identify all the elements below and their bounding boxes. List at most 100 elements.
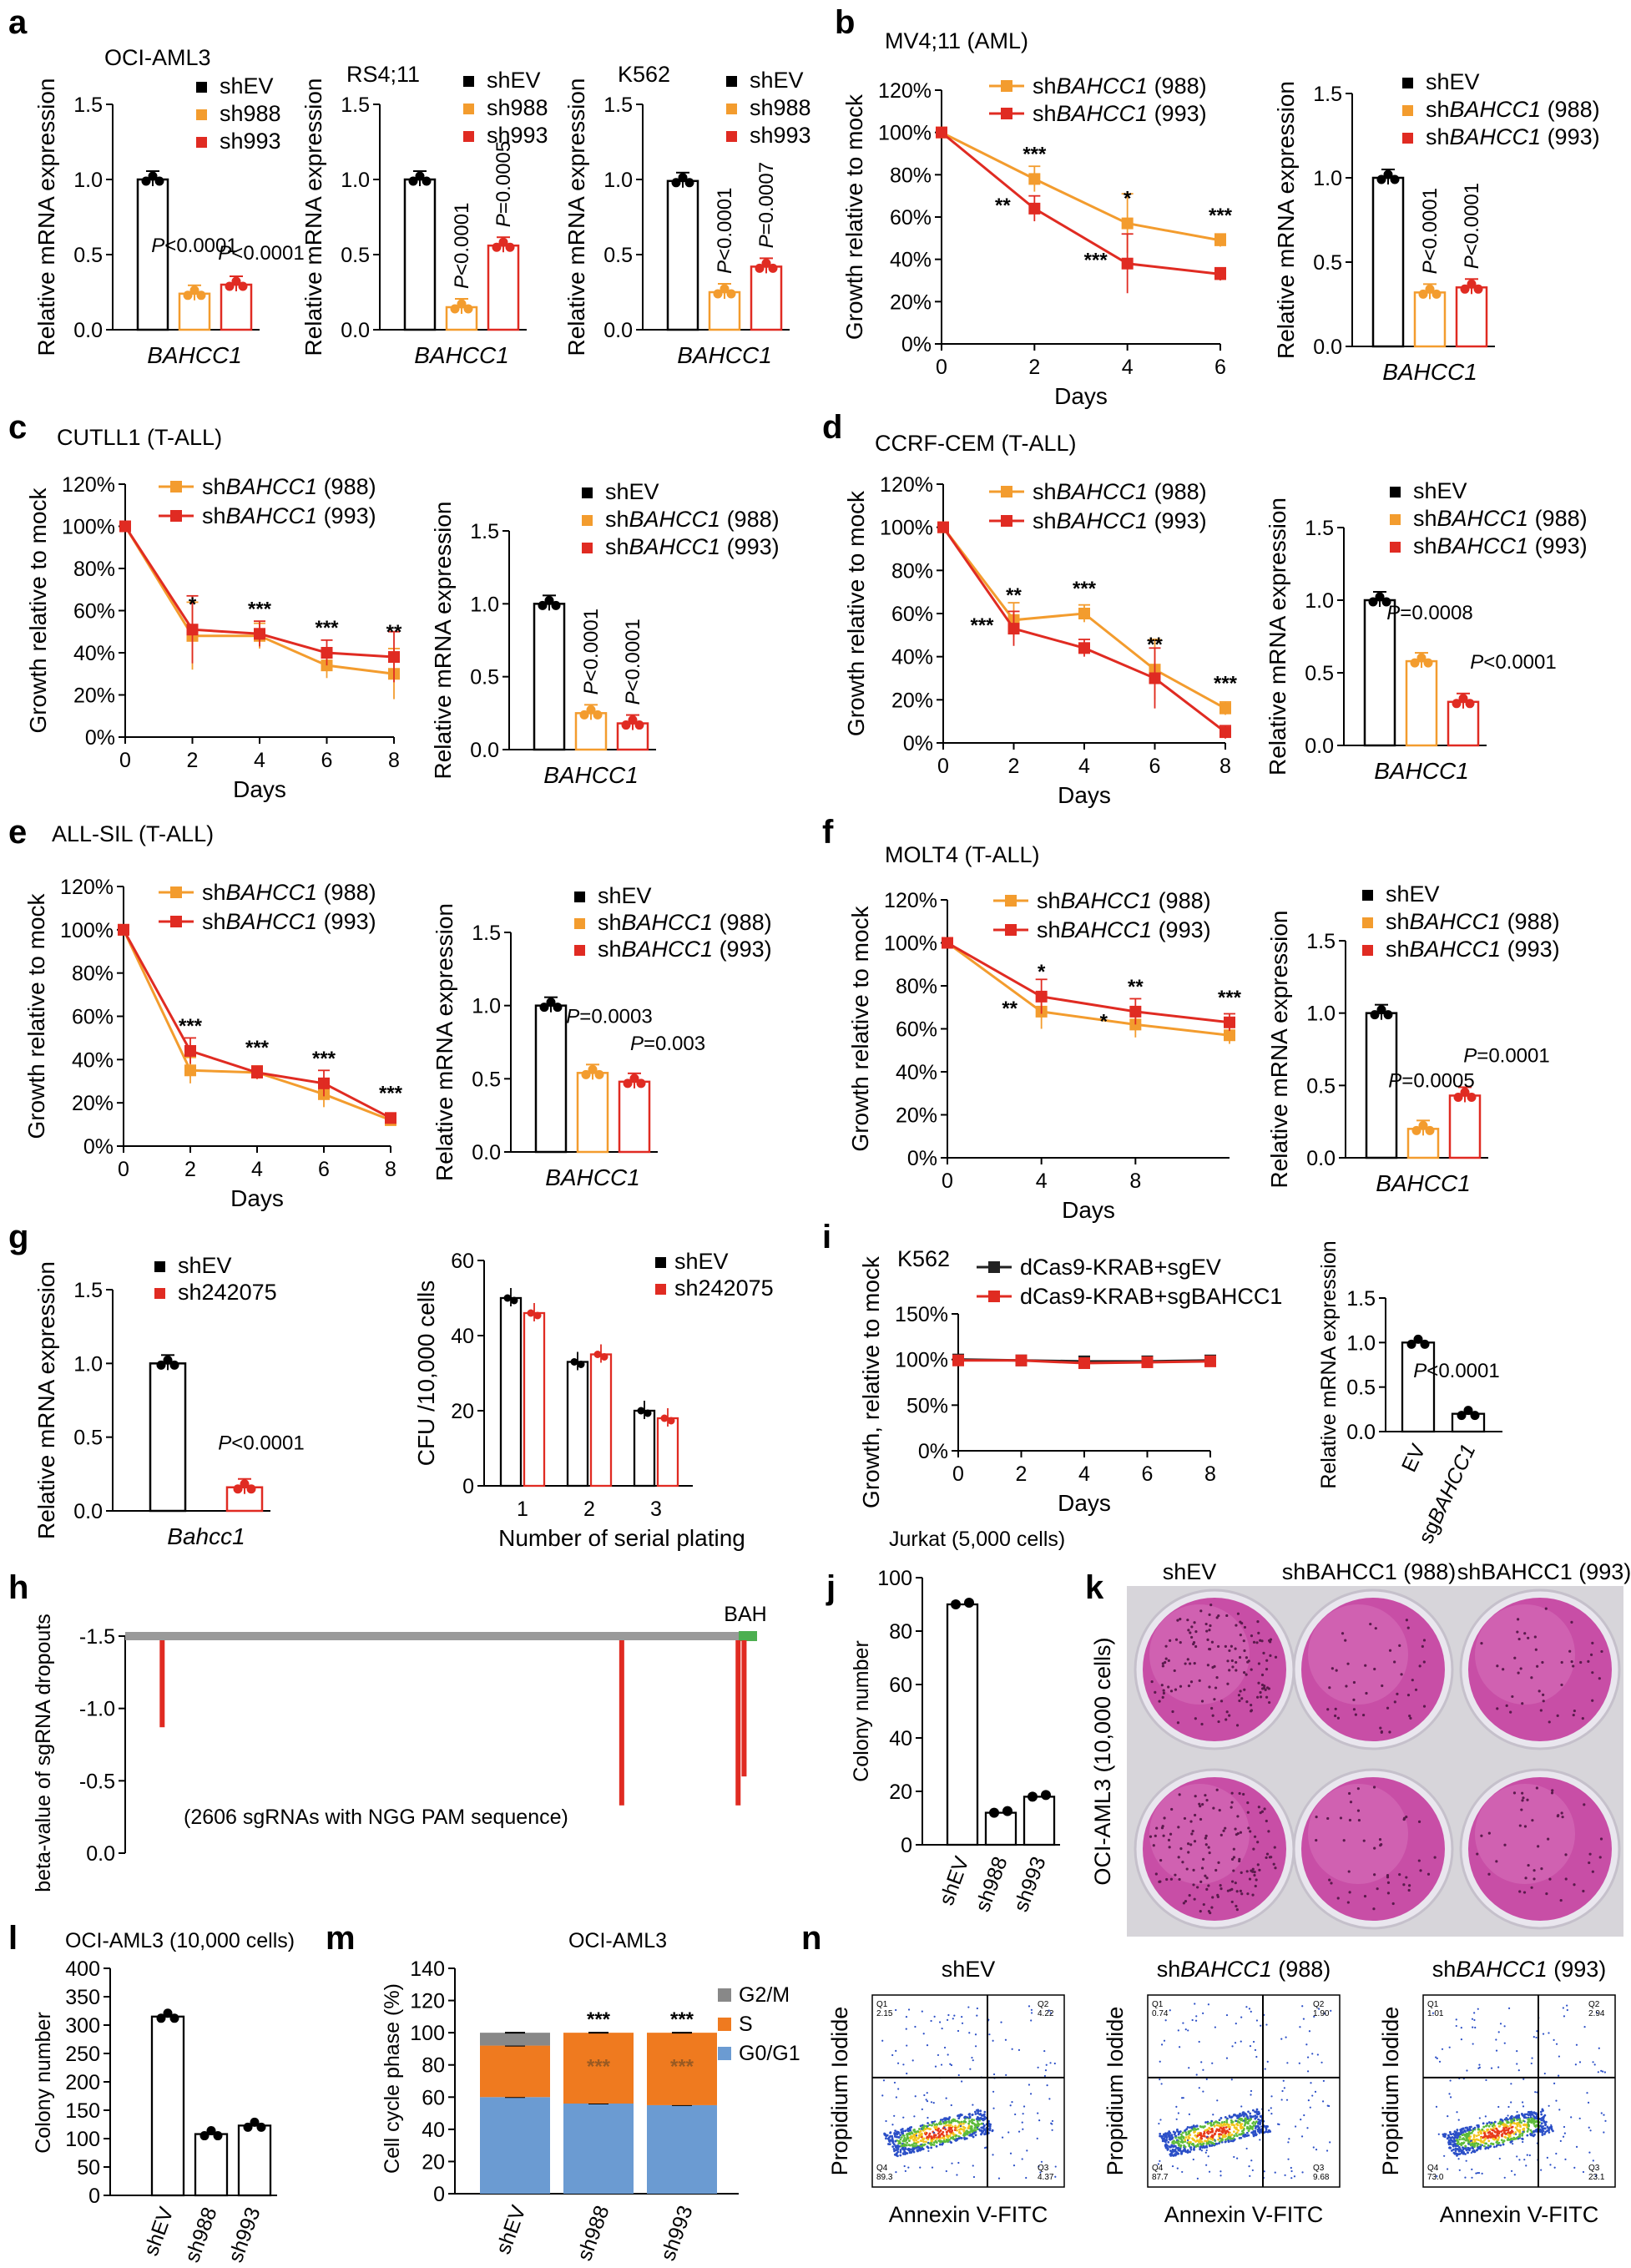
l-y-tick-label: 300: [65, 2014, 100, 2038]
a3-legend-label: shEV: [750, 68, 804, 93]
colony-dot: [1352, 1680, 1356, 1685]
f_bar-legend-swatch: [1362, 890, 1373, 901]
flow-event: [1495, 2145, 1497, 2148]
colony-dot: [1253, 1873, 1256, 1877]
colony-dot: [1201, 1802, 1204, 1806]
tspan: =0.0005: [1401, 1069, 1474, 1092]
flow-q4: Q4: [1152, 2164, 1164, 2173]
tspan: sh: [1033, 73, 1057, 98]
flow-event: [1009, 2104, 1012, 2107]
flow-event: [944, 2128, 947, 2131]
flow-event: [1473, 2012, 1476, 2014]
flow-event: [1177, 2130, 1180, 2134]
flow-event: [1186, 2151, 1189, 2154]
colony-dot: [1178, 1877, 1181, 1882]
colony-dot: [1348, 1818, 1352, 1822]
tspan-italic: P: [492, 214, 515, 227]
l-y-tick-label: 400: [65, 1957, 100, 1981]
j-dot: [1041, 1790, 1051, 1801]
flow-event: [1553, 2038, 1555, 2041]
colony-dot: [1352, 1698, 1356, 1701]
l-y-tick-label: 200: [65, 2071, 100, 2094]
flow-event: [1330, 2009, 1332, 2012]
a1-bar-2: [220, 283, 253, 331]
a2-ylabel: Relative mRNA expression: [300, 78, 326, 356]
flow-event: [1250, 2159, 1253, 2162]
flow-event: [958, 2128, 961, 2131]
flow-event: [1180, 2097, 1184, 2099]
flow-q2: Q2: [1588, 2000, 1600, 2009]
g1-y-tick-label: 1.5: [73, 1279, 103, 1302]
flow-event: [922, 2033, 925, 2035]
j-y-tick-label: 0: [901, 1834, 912, 1857]
flow-event: [1288, 2138, 1290, 2140]
tspan-italic: P: [1419, 260, 1442, 274]
flow-event: [1450, 2136, 1453, 2139]
m-y-tick-label: 0: [433, 2183, 445, 2206]
colony-dot: [1274, 1866, 1277, 1870]
flow-event: [905, 2144, 908, 2147]
colony-dot: [1235, 1724, 1240, 1727]
f_bar-bar-2: [1448, 1094, 1482, 1159]
flow-event: [1499, 2023, 1502, 2025]
flow-event: [1218, 2124, 1221, 2128]
a2-bar-2: [487, 244, 520, 331]
panel-label-f: f: [822, 814, 834, 851]
colony-dot: [1556, 1714, 1559, 1717]
tspan-italic: BAHCC1: [1437, 533, 1529, 558]
flow-event: [1570, 2116, 1573, 2119]
flow-event: [1527, 2121, 1529, 2124]
flow-event: [940, 2063, 943, 2066]
colony-dot: [1560, 1683, 1563, 1687]
flow-event: [1276, 2123, 1280, 2125]
g2-dot: [510, 1296, 518, 1305]
flow-event: [1456, 2144, 1459, 2148]
flow-event: [922, 2140, 926, 2144]
flow-event: [1209, 2144, 1211, 2148]
i_bar-y-tick-label: 1.0: [1346, 1331, 1376, 1355]
flow-event: [1200, 2149, 1203, 2152]
g2-xlabel: Number of serial plating: [498, 1525, 745, 1551]
flow-event: [1051, 2129, 1053, 2131]
flow-event: [1446, 2168, 1449, 2170]
flow-event: [896, 2146, 898, 2149]
colony-dot: [1208, 1647, 1211, 1651]
flow-event: [1214, 2026, 1216, 2028]
flow-event: [1195, 2124, 1199, 2128]
d_line-legend-label: shBAHCC1 (988): [1033, 479, 1207, 504]
j-dot: [1002, 1806, 1012, 1816]
flow-event: [1456, 2129, 1459, 2131]
flow-event: [1529, 2129, 1533, 2132]
flow-event: [1186, 2125, 1189, 2129]
flow-event: [1482, 2139, 1486, 2142]
flow-event: [950, 2136, 952, 2139]
flow-event: [1233, 2114, 1236, 2116]
colony-dot: [1236, 1815, 1240, 1818]
flow-event: [1188, 2130, 1191, 2134]
colony-dot: [1342, 1839, 1346, 1842]
flow-event: [957, 2161, 960, 2164]
d_line-legend-marker: [1001, 486, 1012, 498]
flow-event: [1467, 2146, 1470, 2149]
g2-x-tick-label: 1: [517, 1498, 528, 1521]
flow-event: [1185, 2133, 1188, 2136]
f_bar-dot: [1453, 1092, 1463, 1102]
flow-event: [1285, 2036, 1287, 2038]
tspan: (993): [1152, 917, 1211, 942]
flow-event: [1194, 2003, 1196, 2005]
flow-event: [1484, 2115, 1487, 2118]
flow-event: [1510, 2083, 1512, 2085]
e_bar-dot: [581, 1069, 591, 1079]
b_line-xlabel: Days: [1054, 383, 1108, 409]
flow-event: [1558, 2074, 1560, 2077]
tspan-italic: BAHCC1: [1061, 917, 1153, 942]
flow-q4: 73.0: [1427, 2173, 1444, 2182]
colony-dot: [1225, 1710, 1229, 1714]
panel-label-e: e: [8, 814, 27, 851]
flow-event: [943, 2126, 946, 2129]
flow-event: [1307, 2099, 1310, 2102]
flow-event: [1160, 2043, 1164, 2046]
